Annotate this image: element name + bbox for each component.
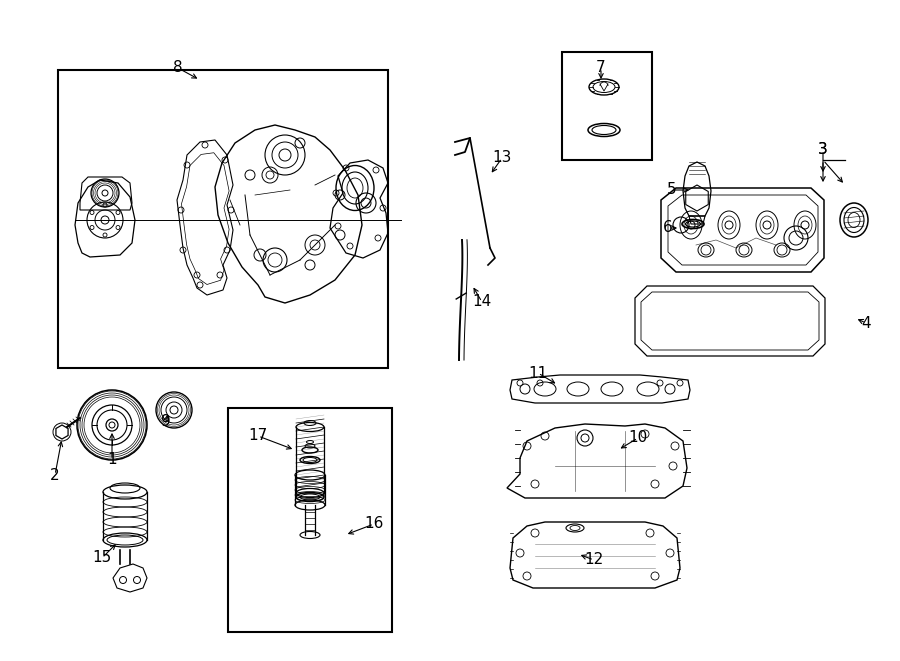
- Text: 3: 3: [818, 143, 828, 157]
- Text: 7: 7: [596, 61, 606, 75]
- Text: 11: 11: [528, 366, 547, 381]
- Text: 9: 9: [161, 414, 171, 430]
- Text: 3: 3: [818, 143, 828, 157]
- Text: 5: 5: [667, 182, 677, 198]
- Text: 6: 6: [663, 221, 673, 235]
- Bar: [228, 408, 392, 632]
- Text: 2: 2: [50, 467, 59, 483]
- Text: 13: 13: [492, 151, 512, 165]
- Bar: [58, 70, 388, 368]
- Text: 8: 8: [173, 61, 183, 75]
- Bar: [562, 52, 652, 160]
- Text: 12: 12: [584, 553, 604, 568]
- Text: 4: 4: [861, 315, 871, 330]
- Text: 15: 15: [93, 551, 112, 566]
- Text: 14: 14: [472, 295, 491, 309]
- Text: 16: 16: [364, 516, 383, 531]
- Text: 1: 1: [107, 453, 117, 467]
- Text: 10: 10: [628, 430, 648, 446]
- Text: 17: 17: [248, 428, 267, 444]
